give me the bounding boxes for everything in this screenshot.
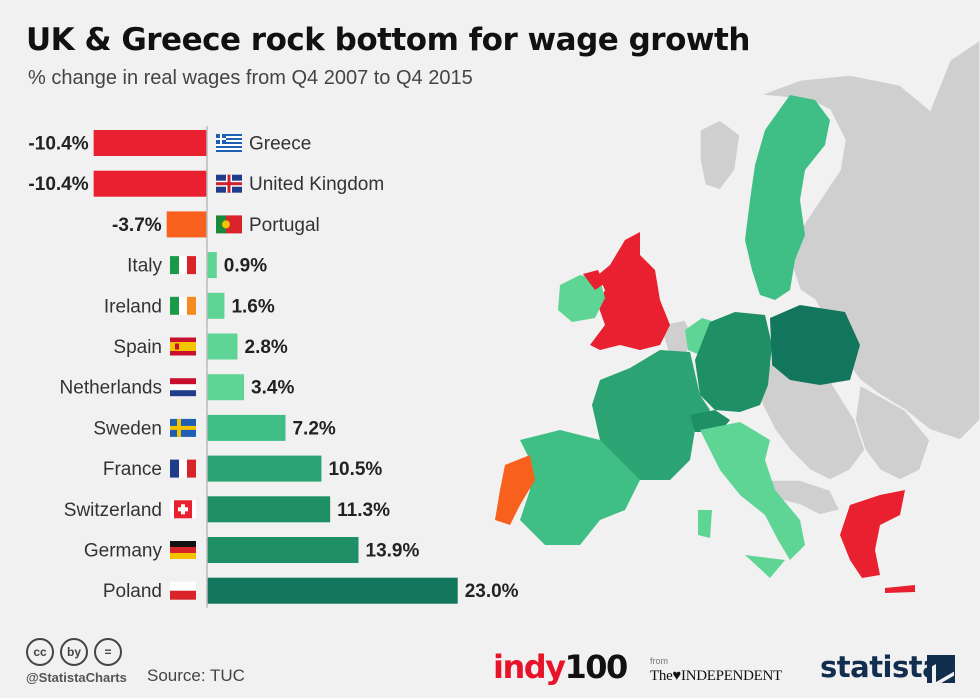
value-label: 7.2% [292,418,335,439]
map-spain [520,430,640,545]
ireland-flag-icon [170,296,196,315]
value-label: 3.4% [251,378,294,399]
bar-sweden [207,414,286,441]
map-uk [590,232,670,350]
indy100-logo: indy100 [493,648,629,686]
map-neutral-countries [659,39,980,516]
value-label: 1.6% [231,296,274,317]
poland-flag-icon [170,581,196,600]
bar-france [207,455,322,482]
bar-poland [207,577,458,604]
category-label: Netherlands [60,378,162,399]
bar-ireland [207,292,225,319]
map-sweden [745,95,830,300]
map-greece [840,490,915,593]
category-label: Switzerland [64,500,162,521]
category-label: Greece [249,134,311,155]
category-label: Portugal [249,215,320,236]
spain-flag-icon [170,337,196,356]
bar-portugal [166,211,207,238]
attribution-icon: by [60,638,88,666]
category-label: France [103,459,162,480]
statista-logo-icon [927,655,955,683]
map-germany [695,312,772,412]
value-label: 23.0% [465,581,519,602]
map-france [592,350,710,480]
portugal-flag-icon [216,215,242,234]
cc-icon: cc [26,638,54,666]
bar-italy [207,252,217,279]
bar-switzerland [207,496,331,523]
chart-title: UK & Greece rock bottom for wage growth [26,22,750,58]
map-northern-ireland [583,270,604,290]
bar-greece [93,130,207,156]
category-label: Germany [84,541,163,562]
category-label: Poland [103,581,162,602]
france-flag-icon [170,459,196,478]
bar-germany [207,537,359,563]
map-poland [770,305,860,385]
value-label: 2.8% [245,337,288,358]
twitter-handle: @StatistaCharts [26,670,127,685]
map-portugal [495,455,535,525]
value-label: -10.4% [28,134,88,155]
greece-flag-icon [216,134,242,152]
sweden-flag-icon [170,418,196,437]
statista-logo: statista [820,650,942,684]
license-icons: cc by = [26,638,122,666]
category-label: Italy [127,256,162,277]
category-label: Sweden [93,418,162,439]
bar-netherlands [207,374,245,401]
indy-logo-number: 100 [564,648,629,686]
map-italy [698,422,805,578]
bar-united-kingdom [93,170,207,197]
uk-flag-icon [216,174,242,193]
no-derivatives-icon: = [94,638,122,666]
value-label: 10.5% [328,459,382,480]
value-label: 0.9% [224,256,267,277]
value-label: -10.4% [28,174,88,195]
value-label: 11.3% [337,500,390,521]
italy-flag-icon [170,256,196,275]
value-label: 13.9% [366,541,420,562]
source-note: Source: TUC [147,666,245,685]
bar-spain [207,333,238,360]
independent-logo: The♥INDEPENDENT [650,668,782,684]
chart-subtitle: % change in real wages from Q4 2007 to Q… [28,67,473,89]
category-label: Spain [113,337,162,358]
footer: cc by = @StatistaCharts Source: TUC indy… [0,630,980,698]
indy-logo-text: indy [493,648,566,686]
value-label: -3.7% [112,215,162,236]
germany-flag-icon [170,541,196,559]
netherlands-flag-icon [170,378,196,397]
category-label: Ireland [104,296,162,317]
switzerland-flag-icon [170,500,196,519]
category-label: United Kingdom [249,174,384,195]
from-label: from [650,656,668,666]
